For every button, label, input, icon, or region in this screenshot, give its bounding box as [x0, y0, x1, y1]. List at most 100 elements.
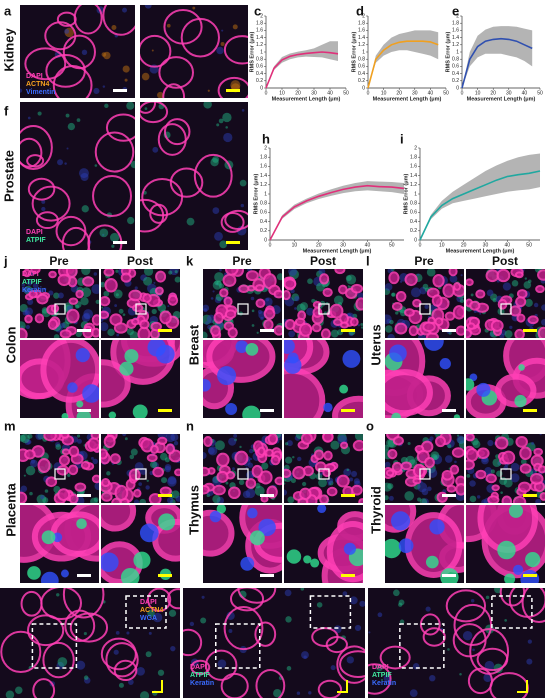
- nucleus: [101, 296, 111, 307]
- scale-bar: [77, 409, 91, 412]
- signal: [203, 102, 212, 109]
- nucleus: [155, 270, 167, 283]
- signal: [101, 322, 109, 332]
- nucleus: [75, 289, 84, 299]
- signal: [343, 468, 352, 477]
- nucleus: [455, 483, 464, 496]
- signal: [81, 205, 89, 213]
- micrograph-content: [466, 505, 545, 583]
- signal: [157, 91, 164, 98]
- signal: [444, 455, 453, 463]
- signal: [216, 123, 220, 127]
- signal: [317, 505, 327, 514]
- signal: [210, 297, 214, 300]
- signal: [284, 489, 288, 496]
- signal: [174, 276, 180, 283]
- signal: [424, 340, 444, 351]
- nucleus: [68, 297, 79, 305]
- signal: [99, 228, 109, 238]
- nucleus: [158, 56, 195, 89]
- signal: [94, 482, 99, 491]
- nucleus: [322, 434, 334, 443]
- signal: [40, 571, 59, 583]
- nucleus: [128, 468, 141, 482]
- nucleus: [223, 35, 248, 65]
- micrograph: [20, 340, 99, 418]
- nucleus: [298, 322, 313, 337]
- pre-label: Pre: [49, 254, 69, 268]
- signal: [429, 674, 436, 682]
- nucleus: [509, 305, 522, 317]
- nucleus: [451, 447, 464, 458]
- panel-letter: e: [452, 3, 459, 18]
- nucleus: [212, 484, 226, 496]
- signal: [385, 283, 393, 291]
- signal: [93, 272, 98, 276]
- y-tick-label: 2: [362, 13, 365, 19]
- nucleus: [101, 310, 110, 320]
- y-tick-label: 1: [456, 49, 459, 55]
- signal: [118, 308, 124, 314]
- signal: [472, 440, 481, 449]
- y-tick-label: 0.2: [452, 78, 459, 84]
- signal: [232, 24, 238, 30]
- nucleus: [68, 493, 79, 503]
- scale-bar: [337, 680, 348, 693]
- nucleus: [245, 270, 259, 282]
- signal: [391, 412, 402, 418]
- signal: [130, 448, 138, 456]
- y-tick-label: 1.2: [358, 42, 365, 48]
- nucleus: [150, 321, 162, 332]
- roi-box: [125, 595, 167, 629]
- micrograph-content: [183, 588, 365, 698]
- signal: [258, 518, 276, 537]
- nucleus: [101, 448, 109, 460]
- nucleus: [31, 185, 71, 222]
- nucleus: [368, 663, 392, 695]
- signal: [124, 349, 139, 364]
- signal: [359, 600, 365, 607]
- signal: [285, 616, 292, 623]
- nucleus: [284, 278, 297, 290]
- signal: [148, 631, 152, 635]
- micrograph: [385, 434, 464, 503]
- signal: [469, 373, 478, 382]
- signal: [225, 403, 238, 415]
- micrograph-content: [140, 5, 248, 98]
- y-tick-label: 0.4: [260, 219, 267, 225]
- error-band: [368, 30, 439, 88]
- panel-letter: l: [366, 253, 370, 268]
- signal: [27, 298, 34, 306]
- signal: [306, 307, 315, 316]
- roi-box: [237, 303, 249, 315]
- signal: [425, 555, 439, 569]
- nucleus: [64, 609, 96, 643]
- roi-box: [419, 468, 431, 480]
- signal: [147, 340, 166, 357]
- signal: [316, 602, 323, 608]
- signal: [64, 162, 67, 165]
- signal: [296, 303, 306, 313]
- nucleus: [535, 285, 545, 294]
- nucleus: [264, 448, 274, 457]
- signal: [525, 551, 541, 568]
- signal: [228, 437, 237, 446]
- signal: [222, 112, 232, 123]
- signal: [144, 5, 152, 9]
- x-tick-label: 30: [340, 242, 346, 248]
- signal: [20, 434, 30, 444]
- signal: [520, 458, 527, 465]
- x-tick-label: 20: [461, 242, 467, 248]
- nucleus: [74, 482, 87, 492]
- signal: [44, 489, 49, 493]
- nucleus: [273, 325, 282, 336]
- nucleus: [157, 123, 187, 156]
- y-tick-label: 0.2: [358, 78, 365, 84]
- panel-letter: f: [4, 103, 9, 118]
- y-tick-label: 0: [456, 85, 459, 91]
- nucleus: [146, 453, 158, 462]
- signal: [469, 495, 477, 503]
- signal: [357, 324, 361, 327]
